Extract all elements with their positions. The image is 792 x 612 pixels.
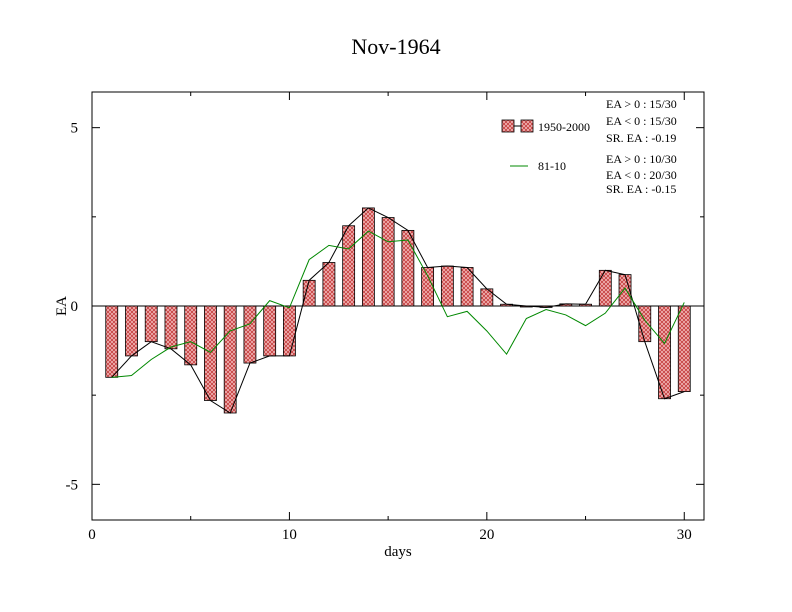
y-tick-label--5: -5: [66, 477, 79, 493]
bar-day-20: [480, 288, 494, 307]
x-tick-label-10: 10: [282, 527, 297, 543]
stat-bar-positive: EA > 0 : 15/30: [606, 97, 677, 111]
legend-label-1950-2000: 1950-2000: [538, 120, 590, 134]
bar-day-18: [440, 265, 454, 307]
bar-day-19: [460, 267, 474, 307]
bar-day-1: [105, 305, 119, 378]
stat-line-sr: SR. EA : -0.15: [606, 182, 676, 196]
bar-series: [105, 207, 691, 414]
y-axis-label: EA: [54, 296, 70, 316]
axis-ticks: 0 10 20 30 -5 0 5: [66, 92, 704, 543]
x-tick-label-30: 30: [677, 527, 692, 543]
stat-line-negative: EA < 0 : 20/30: [606, 168, 677, 182]
bar-day-6: [204, 305, 217, 401]
bar-day-16: [401, 229, 415, 307]
bar-day-14: [361, 207, 375, 307]
x-axis-label: days: [384, 544, 412, 560]
legend: 1950-2000 81-10 EA > 0 : 15/30 EA < 0 : …: [501, 97, 677, 196]
stat-bar-sr: SR. EA : -0.19: [606, 131, 676, 145]
legend-bar-swatch-left: [501, 119, 515, 133]
bar-day-12: [322, 262, 336, 307]
bar-day-11: [302, 279, 316, 307]
stat-bar-negative: EA < 0 : 15/30: [606, 114, 677, 128]
x-tick-label-0: 0: [88, 527, 96, 543]
bar-day-9: [263, 305, 277, 357]
y-tick-label-0: 0: [71, 299, 79, 315]
series-line-81-10: [111, 230, 685, 378]
bar-day-17: [421, 267, 435, 307]
bar-day-28: [638, 305, 652, 343]
x-tick-label-20: 20: [479, 527, 494, 543]
line-series: [111, 230, 685, 378]
bar-day-8: [243, 305, 257, 364]
bar-day-3: [144, 305, 158, 343]
bar-day-30: [677, 305, 691, 392]
bar-day-4: [164, 305, 178, 350]
bar-tip-connector-line: [111, 207, 685, 414]
legend-bar-swatch-right: [520, 119, 534, 133]
bar-day-10: [283, 305, 296, 357]
bar-day-15: [381, 217, 395, 307]
legend-label-81-10: 81-10: [538, 159, 566, 173]
stat-line-positive: EA > 0 : 10/30: [606, 152, 677, 166]
bar-day-26: [598, 269, 612, 307]
bar-day-13: [342, 225, 356, 307]
y-tick-label-5: 5: [71, 121, 79, 137]
bar-day-2: [125, 305, 138, 357]
bar-day-5: [184, 305, 198, 366]
bar-series-outline: [111, 207, 685, 414]
bar-day-29: [658, 305, 671, 400]
chart-title: Nov-1964: [351, 34, 440, 59]
bar-day-7: [223, 305, 237, 414]
